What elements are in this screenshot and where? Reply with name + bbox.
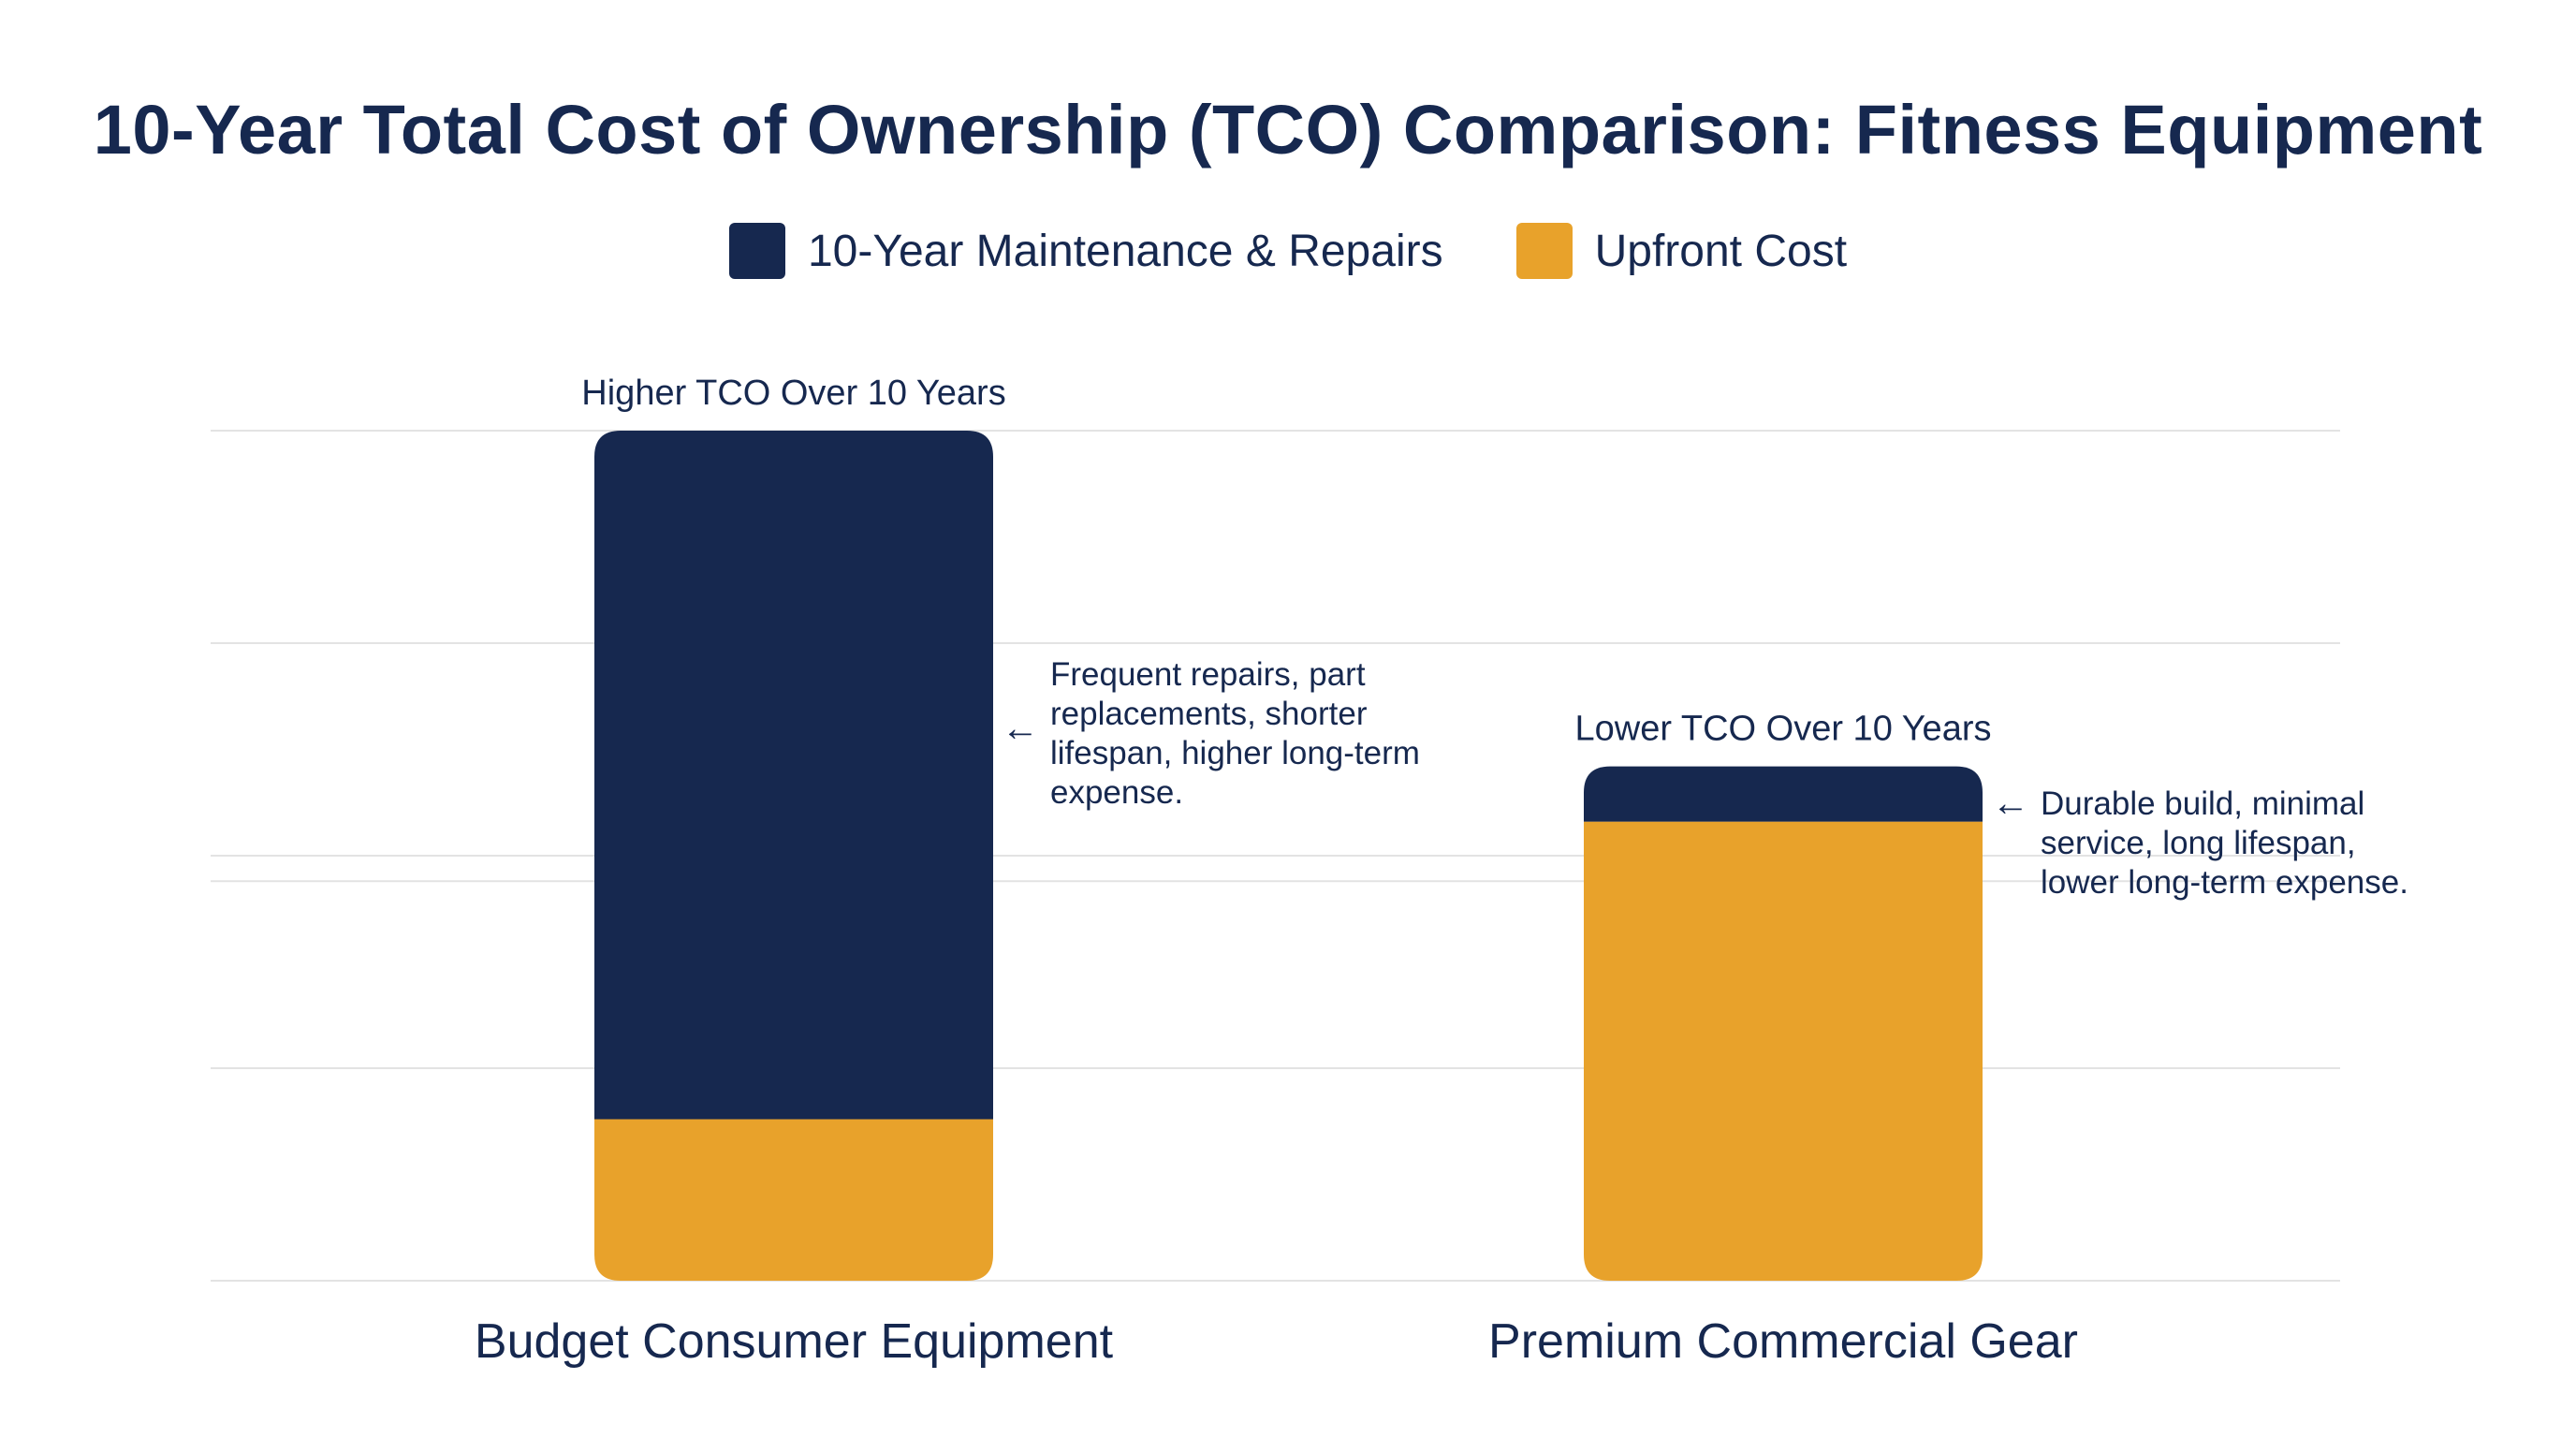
legend-label-upfront: Upfront Cost	[1594, 226, 1848, 276]
annotation-budget-line: lifespan, higher long-term	[1050, 735, 1420, 771]
legend-label-maintenance: 10-Year Maintenance & Repairs	[807, 226, 1443, 276]
legend-swatch-upfront	[1515, 223, 1573, 279]
annotation-premium-line: Durable build, minimal	[2041, 785, 2365, 822]
annotation-premium-line: service, long lifespan,	[2041, 825, 2356, 861]
legend-swatch-maintenance	[728, 223, 785, 279]
annotation-premium: Durable build, minimal service, long lif…	[2041, 785, 2408, 902]
annotation-arrow-budget: ←	[1002, 708, 1039, 749]
annotation-budget-line: expense.	[1050, 774, 1184, 811]
bar-segment-upfront	[594, 1119, 993, 1281]
annotation-budget-line: Frequent repairs, part	[1050, 656, 1366, 693]
x-tick-label: Budget Consumer Equipment	[475, 1314, 1114, 1369]
bar-segment-maintenance	[1584, 766, 1983, 822]
x-tick-label: Premium Commercial Gear	[1488, 1314, 2078, 1369]
chart-title: 10-Year Total Cost of Ownership (TCO) Co…	[93, 91, 2483, 169]
bar-total-label: Higher TCO Over 10 Years	[581, 374, 1005, 413]
annotation-premium-line: lower long-term expense.	[2041, 864, 2408, 901]
bar-segment-maintenance	[594, 431, 993, 1120]
legend-item-upfront: Upfront Cost	[1515, 223, 1848, 279]
annotation-budget-line: replacements, shorter	[1050, 696, 1368, 732]
bar-segment-upfront	[1584, 821, 1983, 1281]
bar-total-label: Lower TCO Over 10 Years	[1575, 710, 1992, 749]
legend-item-maintenance: 10-Year Maintenance & Repairs	[728, 223, 1443, 279]
annotation-budget: Frequent repairs, part replacements, sho…	[1050, 655, 1420, 813]
legend: 10-Year Maintenance & Repairs Upfront Co…	[0, 223, 2576, 279]
annotation-arrow-premium: ←	[1992, 783, 2029, 824]
